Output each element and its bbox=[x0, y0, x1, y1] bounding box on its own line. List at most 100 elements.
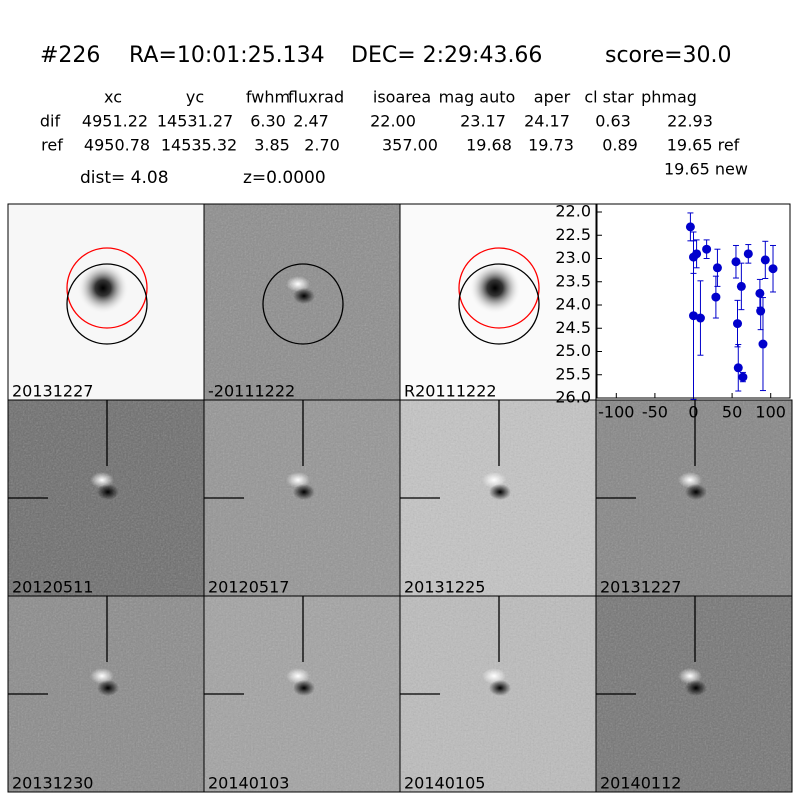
row-label: dif bbox=[40, 112, 61, 131]
cell: 19.73 bbox=[528, 136, 574, 155]
cell: 2.47 bbox=[293, 112, 329, 131]
point bbox=[685, 222, 695, 232]
panel-label: 20131227 bbox=[12, 382, 93, 401]
point bbox=[760, 255, 770, 265]
point bbox=[692, 249, 702, 259]
residual-dark bbox=[97, 680, 119, 696]
cell: 0.63 bbox=[595, 112, 631, 131]
panel-label: 20131227 bbox=[600, 578, 681, 597]
ref-circle bbox=[66, 247, 148, 329]
phmag-new: 19.65 new bbox=[664, 160, 748, 179]
point bbox=[756, 306, 766, 316]
point bbox=[733, 363, 743, 373]
residual-dark bbox=[293, 288, 315, 304]
residual-dark bbox=[97, 484, 119, 500]
residual-dark bbox=[293, 484, 315, 500]
panel-label: 20140112 bbox=[600, 774, 681, 793]
panel-frame bbox=[595, 595, 793, 793]
cell: 19.68 bbox=[466, 136, 512, 155]
column-header: isoarea bbox=[373, 88, 431, 107]
y-tick-label: 25.0 bbox=[555, 341, 591, 360]
y-tick-label: 26.0 bbox=[555, 388, 591, 407]
residual-dark bbox=[293, 680, 315, 696]
residual-dark bbox=[489, 680, 511, 696]
point bbox=[712, 263, 722, 273]
panel-label: 20120517 bbox=[208, 578, 289, 597]
candidate-id: #226 bbox=[40, 43, 100, 68]
row-label: ref bbox=[41, 136, 63, 155]
point bbox=[733, 319, 743, 329]
source bbox=[469, 262, 521, 314]
residual-dark bbox=[489, 484, 511, 500]
y-tick-label: 25.5 bbox=[555, 364, 591, 383]
residual-dark bbox=[685, 484, 707, 500]
panel-label: 20120511 bbox=[12, 578, 93, 597]
source bbox=[77, 262, 129, 314]
column-header: phmag bbox=[641, 88, 697, 107]
cell: 14531.27 bbox=[157, 112, 233, 131]
y-tick-label: 22.0 bbox=[555, 202, 591, 221]
y-tick-label: 24.5 bbox=[555, 318, 591, 337]
column-header: cl star bbox=[584, 88, 634, 107]
cell: 3.85 bbox=[254, 136, 290, 155]
cell: 4950.78 bbox=[84, 136, 150, 155]
x-tick-label: 50 bbox=[722, 403, 742, 422]
panel-label: 20131230 bbox=[12, 774, 93, 793]
score: score=30.0 bbox=[605, 43, 732, 68]
point bbox=[743, 249, 753, 259]
cell: 23.17 bbox=[460, 112, 506, 131]
cell: 22.93 bbox=[667, 112, 713, 131]
aperture bbox=[262, 263, 344, 345]
cell: 24.17 bbox=[524, 112, 570, 131]
panel-label: 20140103 bbox=[208, 774, 289, 793]
x-tick-label: 0 bbox=[688, 403, 698, 422]
aperture bbox=[458, 263, 540, 345]
cell: 6.30 bbox=[250, 112, 286, 131]
panel-label: R20111222 bbox=[404, 382, 497, 401]
y-tick-label: 22.5 bbox=[555, 225, 591, 244]
column-header: xc bbox=[104, 88, 122, 107]
point bbox=[738, 372, 748, 382]
cell: 22.00 bbox=[370, 112, 416, 131]
column-header: fwhm bbox=[246, 88, 290, 107]
panels: 20131227 -20111222 R20111222 20120511 201205… bbox=[7, 203, 793, 793]
column-header: yc bbox=[186, 88, 204, 107]
x-tick-label: -50 bbox=[642, 403, 668, 422]
dist: dist= 4.08 bbox=[80, 168, 169, 188]
point bbox=[731, 257, 741, 267]
aperture bbox=[66, 263, 148, 345]
point bbox=[736, 281, 746, 291]
point bbox=[695, 313, 705, 323]
y-tick-label: 23.5 bbox=[555, 271, 591, 290]
panel-label: 20140105 bbox=[404, 774, 485, 793]
cell: 14535.32 bbox=[161, 136, 237, 155]
column-header: aper bbox=[534, 88, 571, 107]
cell: 4951.22 bbox=[82, 112, 148, 131]
x-tick-label: -100 bbox=[598, 403, 634, 422]
panel-label: -20111222 bbox=[208, 382, 295, 401]
cell: 0.89 bbox=[602, 136, 638, 155]
ref-circle bbox=[458, 247, 540, 329]
x-tick-label: 100 bbox=[755, 403, 786, 422]
plot-frame bbox=[596, 203, 791, 399]
y-tick-label: 24.0 bbox=[555, 295, 591, 314]
point bbox=[768, 264, 778, 274]
residual-dark bbox=[685, 680, 707, 696]
dec: DEC= 2:29:43.66 bbox=[351, 43, 542, 68]
column-header: mag auto bbox=[439, 88, 516, 107]
cell: 2.70 bbox=[304, 136, 340, 155]
point bbox=[689, 311, 698, 321]
cell: 19.65 ref bbox=[667, 136, 740, 155]
light-curve: 22.0 22.5 23.0 23.5 24.0 24.5 25.0 25.5 26.0 -100… bbox=[555, 202, 791, 422]
point bbox=[702, 244, 712, 254]
ra: RA=10:01:25.134 bbox=[129, 43, 325, 68]
point bbox=[755, 288, 765, 298]
point bbox=[758, 339, 768, 349]
cell: 357.00 bbox=[382, 136, 438, 155]
y-tick-label: 23.0 bbox=[555, 248, 591, 267]
panel-label: 20131225 bbox=[404, 578, 485, 597]
column-header: fluxrad bbox=[288, 88, 344, 107]
point bbox=[711, 292, 721, 302]
redshift: z=0.0000 bbox=[243, 168, 326, 188]
